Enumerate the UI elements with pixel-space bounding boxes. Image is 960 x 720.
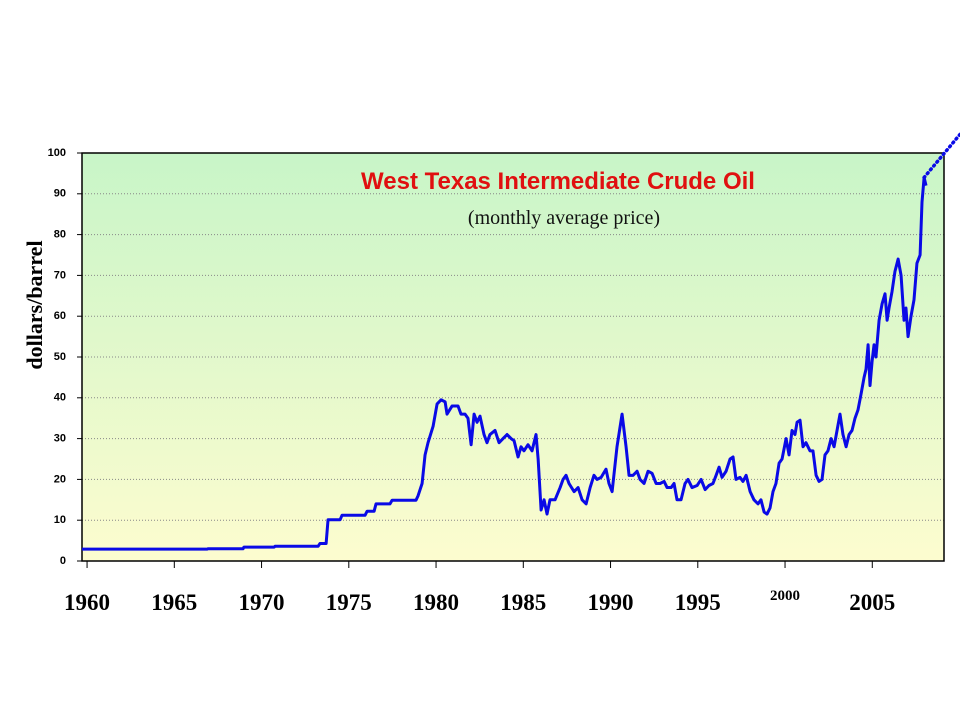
x-tick-label: 1970 (239, 590, 285, 615)
x-tick-label: 1995 (675, 590, 721, 615)
y-axis-label: dollars/barrel (22, 240, 47, 369)
x-tick-label: 2000 (770, 588, 800, 604)
plot-area (82, 153, 944, 561)
x-tick-label: 1965 (151, 590, 197, 615)
y-tick-label: 60 (54, 310, 66, 322)
price-line (82, 175, 928, 551)
chart-subtitle: (monthly average price) (468, 207, 660, 229)
y-tick-label: 90 (54, 188, 66, 200)
y-tick-label: 0 (60, 555, 66, 567)
x-tick-label: 1975 (326, 590, 372, 615)
y-tick-label: 70 (54, 269, 66, 281)
y-tick-label: 50 (54, 351, 66, 363)
x-tick-label: 2005 (849, 590, 895, 615)
y-tick-label: 30 (54, 433, 66, 445)
x-tick-label: 1960 (64, 590, 110, 615)
y-tick-label: 10 (54, 514, 66, 526)
x-tick-label: 1985 (500, 590, 546, 615)
y-tick-label: 20 (54, 473, 66, 485)
projection-line (922, 131, 960, 180)
x-tick-label: 1980 (413, 590, 459, 615)
y-tick-label: 80 (54, 229, 66, 241)
y-tick-label: 100 (48, 147, 66, 159)
x-tick-label: 1990 (588, 590, 634, 615)
y-tick-label: 40 (54, 392, 66, 404)
chart-title: West Texas Intermediate Crude Oil (361, 168, 755, 195)
